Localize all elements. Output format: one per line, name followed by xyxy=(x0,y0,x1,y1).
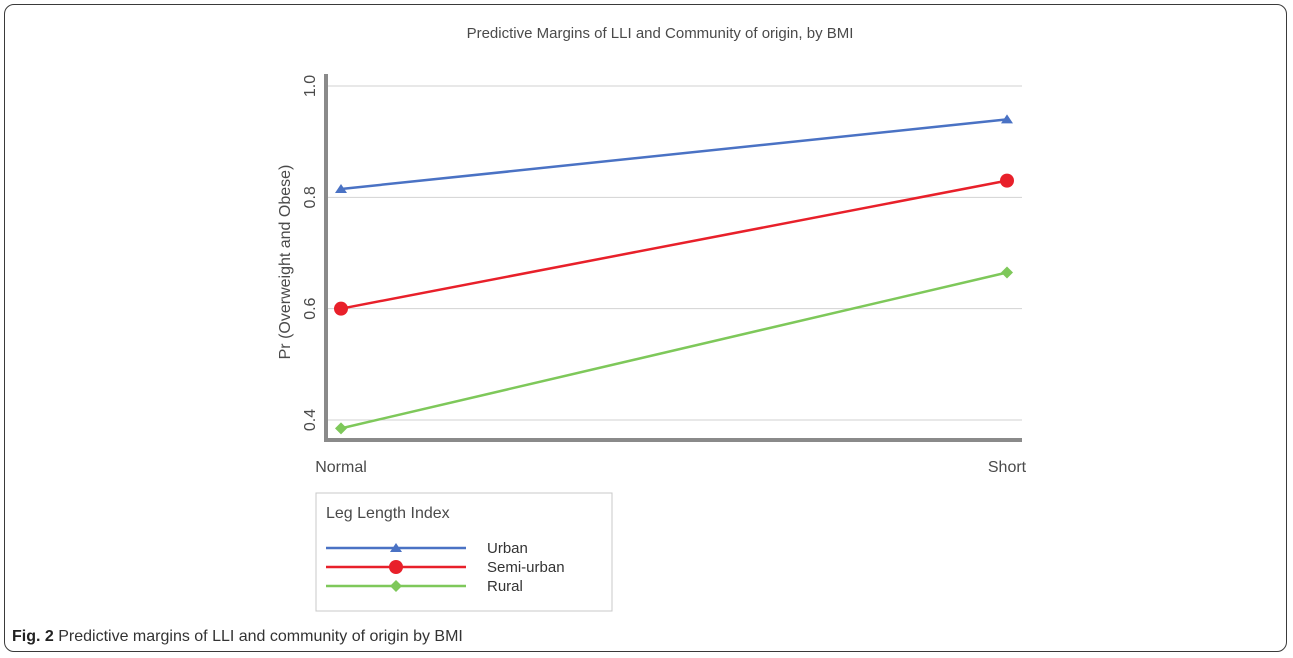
legend-label-urban: Urban xyxy=(487,540,528,557)
series-group xyxy=(334,114,1014,435)
grid-lines xyxy=(326,85,1022,421)
y-tick-label: 0.4 xyxy=(302,409,319,431)
chart-title: Predictive Margins of LLI and Community … xyxy=(467,25,854,42)
series-line-rural xyxy=(340,271,1008,430)
y-axis-label: Pr (Overweight and Obese) xyxy=(277,165,294,360)
legend-marker-semi-urban xyxy=(389,560,403,574)
data-point-semi-urban xyxy=(1000,173,1014,188)
data-point-semi-urban xyxy=(334,301,348,316)
y-tick-label: 1.0 xyxy=(302,75,319,97)
legend-title: Leg Length Index xyxy=(326,505,450,522)
figure-caption: Fig. 2 Predictive margins of LLI and com… xyxy=(12,628,463,646)
y-tick-labels: 0.4 0.6 0.8 1.0 xyxy=(302,75,319,431)
y-tick-label: 0.8 xyxy=(302,186,319,208)
data-point-urban xyxy=(1001,114,1013,124)
series-line-urban xyxy=(340,118,1008,191)
legend-label-semi-urban: Semi-urban xyxy=(487,559,565,576)
legend-marker-urban xyxy=(390,543,402,552)
legend-items: Urban Semi-urban Rural xyxy=(326,540,565,595)
y-tick-label: 0.6 xyxy=(302,297,319,319)
legend-label-rural: Rural xyxy=(487,578,523,595)
series-line-semi-urban xyxy=(340,179,1008,310)
legend: Leg Length Index Urban Semi-urban Rural xyxy=(315,492,613,612)
x-tick-normal: Normal xyxy=(315,459,367,476)
chart: Predictive Margins of LLI and Community … xyxy=(277,25,1027,612)
data-point-rural xyxy=(1001,266,1013,279)
x-tick-short: Short xyxy=(988,459,1027,476)
figure-frame xyxy=(4,4,1287,652)
caption-text: Predictive margins of LLI and community … xyxy=(58,628,463,645)
legend-marker-rural xyxy=(390,580,402,592)
legend-box xyxy=(315,492,613,612)
caption-label: Fig. 2 xyxy=(12,628,54,645)
data-point-urban xyxy=(335,183,347,193)
data-point-rural xyxy=(335,422,347,435)
